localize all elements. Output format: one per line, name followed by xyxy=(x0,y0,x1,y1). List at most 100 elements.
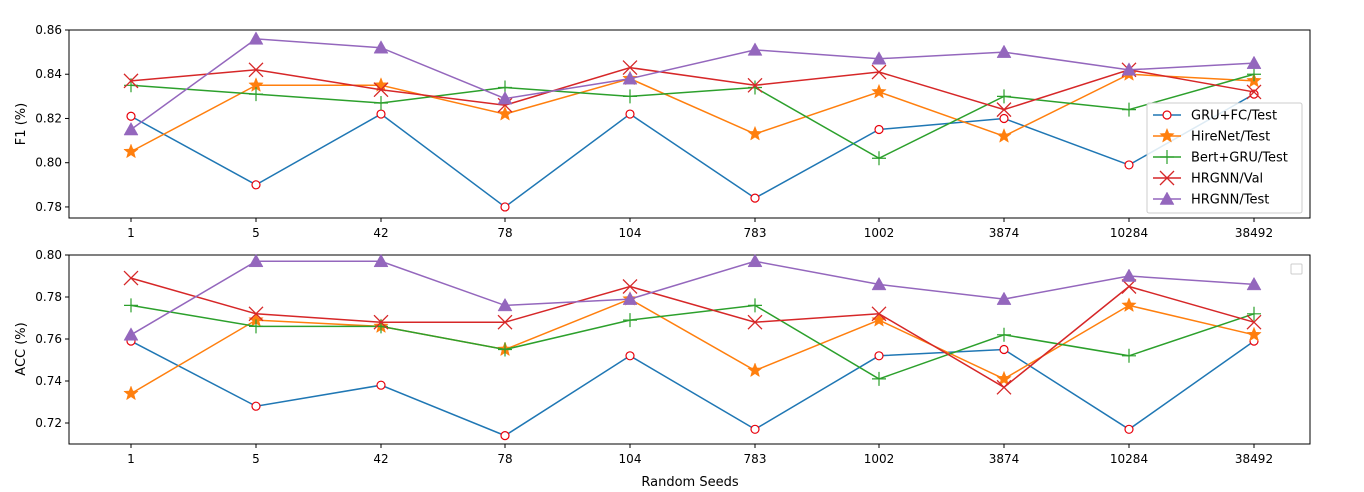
acc-point-gru-fc-test xyxy=(376,380,386,390)
acc-series-line-bert-gru-test xyxy=(130,304,1255,380)
acc-x-tick-label: 3874 xyxy=(989,452,1020,466)
f1-point-gru-fc-test xyxy=(251,180,261,190)
f1-legend: GRU+FC/Test HireNet/Test Bert+GRU/Test HRGN… xyxy=(1146,102,1303,214)
f1-y-tick-label: 0.82 xyxy=(35,111,62,125)
f1-point-bert-gru-test xyxy=(1122,102,1136,117)
f1-x-tick-label: 104 xyxy=(619,226,642,240)
acc-point-hirenet-test xyxy=(1246,326,1262,342)
f1-point-gru-fc-test xyxy=(625,109,635,119)
acc-point-hrgnn-val xyxy=(996,379,1012,395)
acc-point-hrgnn-val xyxy=(248,306,264,322)
f1-plot-area xyxy=(68,29,1311,219)
f1-x-tick-label: 783 xyxy=(744,226,767,240)
f1-point-hrgnn-val xyxy=(622,60,638,76)
acc-point-hirenet-test xyxy=(1121,297,1137,313)
f1-point-hirenet-test xyxy=(871,83,887,99)
f1-x-tick-label: 38492 xyxy=(1235,226,1273,240)
f1-point-hrgnn-test xyxy=(373,40,389,54)
f1-series-line-hirenet-test xyxy=(130,73,1255,153)
f1-point-hrgnn-test xyxy=(747,42,763,56)
f1-point-gru-fc-test xyxy=(500,202,510,212)
acc-point-hirenet-test xyxy=(996,370,1012,386)
legend-marker-hrgnn-val xyxy=(1159,170,1175,186)
acc-x-tick-label: 5 xyxy=(252,452,260,466)
f1-x-tick-label: 3874 xyxy=(989,226,1020,240)
f1-series-line-bert-gru-test xyxy=(130,73,1255,160)
f1-x-tick-label: 78 xyxy=(497,226,512,240)
x-axis-label: Random Seeds xyxy=(641,475,738,490)
f1-point-bert-gru-test xyxy=(623,89,637,104)
acc-point-bert-gru-test xyxy=(997,327,1011,342)
f1-point-hrgnn-test xyxy=(497,91,513,105)
acc-point-gru-fc-test xyxy=(999,344,1009,355)
acc-series-line-hrgnn-val xyxy=(130,277,1255,389)
f1-point-hrgnn-test xyxy=(996,44,1012,58)
f1-point-gru-fc-test xyxy=(874,124,884,135)
acc-y-tick-label: 0.76 xyxy=(35,332,62,346)
f1-point-hrgnn-val xyxy=(871,64,887,80)
acc-chart: 0.72 0.74 0.76 0.78 0.80 1 5 42 78 104 783 1002 387… xyxy=(14,248,1311,490)
acc-point-bert-gru-test xyxy=(498,342,512,357)
acc-x-tick-label: 10284 xyxy=(1110,452,1148,466)
acc-point-hrgnn-test xyxy=(1121,268,1137,282)
acc-x-tick-label: 1002 xyxy=(864,452,895,466)
legend-label-bert-gru-test: Bert+GRU/Test xyxy=(1191,151,1288,166)
f1-x-tick-label: 5 xyxy=(252,226,260,240)
legend-marker-gru-fc-test xyxy=(1162,110,1172,120)
f1-point-hrgnn-test xyxy=(123,122,139,136)
f1-chart: 0.78 0.80 0.82 0.84 0.86 1 5 42 78 104 783 1002 387… xyxy=(14,23,1311,240)
f1-point-hirenet-test xyxy=(497,105,513,121)
f1-point-hrgnn-val xyxy=(1246,84,1262,100)
acc-point-hrgnn-test xyxy=(123,327,139,341)
acc-point-hirenet-test xyxy=(123,385,139,401)
f1-point-bert-gru-test xyxy=(997,89,1011,104)
f1-point-bert-gru-test xyxy=(872,151,886,166)
f1-point-hirenet-test xyxy=(996,127,1012,143)
acc-point-hrgnn-val xyxy=(1121,279,1137,294)
acc-point-bert-gru-test xyxy=(124,298,138,313)
f1-y-ticks: 0.78 0.80 0.82 0.84 0.86 xyxy=(35,23,69,214)
acc-point-bert-gru-test xyxy=(1122,348,1136,363)
acc-y-axis-label: ACC (%) xyxy=(14,322,29,375)
acc-y-tick-label: 0.78 xyxy=(35,290,62,304)
acc-series xyxy=(123,253,1262,441)
acc-point-hrgnn-val xyxy=(123,270,139,286)
legend-marker-bert-gru-test xyxy=(1160,150,1174,164)
acc-y-tick-label: 0.74 xyxy=(35,374,62,388)
f1-point-hrgnn-test xyxy=(1121,62,1137,76)
f1-series xyxy=(123,31,1262,212)
f1-x-tick-label: 1002 xyxy=(864,226,895,240)
f1-x-tick-label: 1 xyxy=(127,226,135,240)
acc-point-bert-gru-test xyxy=(623,313,637,328)
acc-series-line-hirenet-test xyxy=(130,298,1255,395)
acc-y-tick-label: 0.80 xyxy=(35,248,62,262)
acc-point-gru-fc-test xyxy=(874,351,884,361)
acc-point-bert-gru-test xyxy=(748,298,762,313)
acc-series-line-hrgnn-test xyxy=(130,260,1255,336)
f1-point-hrgnn-test xyxy=(871,51,887,65)
legend-label-gru-fc-test: GRU+FC/Test xyxy=(1191,109,1277,124)
f1-point-bert-gru-test xyxy=(374,95,388,110)
acc-point-gru-fc-test xyxy=(500,431,510,441)
acc-x-tick-label: 104 xyxy=(619,452,642,466)
f1-point-gru-fc-test xyxy=(376,109,386,119)
f1-series-line-gru-fc-test xyxy=(130,93,1255,208)
f1-y-tick-label: 0.86 xyxy=(35,23,62,37)
legend-box xyxy=(1146,102,1303,214)
acc-point-gru-fc-test xyxy=(251,401,261,411)
f1-point-bert-gru-test xyxy=(748,80,762,95)
acc-point-gru-fc-test xyxy=(625,351,635,361)
f1-x-tick-label: 42 xyxy=(373,226,388,240)
f1-point-hrgnn-val xyxy=(123,73,139,89)
acc-point-hrgnn-val xyxy=(497,314,513,330)
acc-point-bert-gru-test xyxy=(872,371,886,386)
f1-point-hirenet-test xyxy=(747,125,763,141)
acc-x-tick-label: 1 xyxy=(127,452,135,466)
acc-y-ticks: 0.72 0.74 0.76 0.78 0.80 xyxy=(35,248,69,430)
f1-series-line-hrgnn-val xyxy=(130,66,1255,111)
acc-series-line-gru-fc-test xyxy=(130,340,1255,437)
acc-y-tick-label: 0.72 xyxy=(35,416,62,430)
legend-marker-hrgnn-test xyxy=(1159,191,1175,205)
f1-point-gru-fc-test xyxy=(750,193,760,203)
